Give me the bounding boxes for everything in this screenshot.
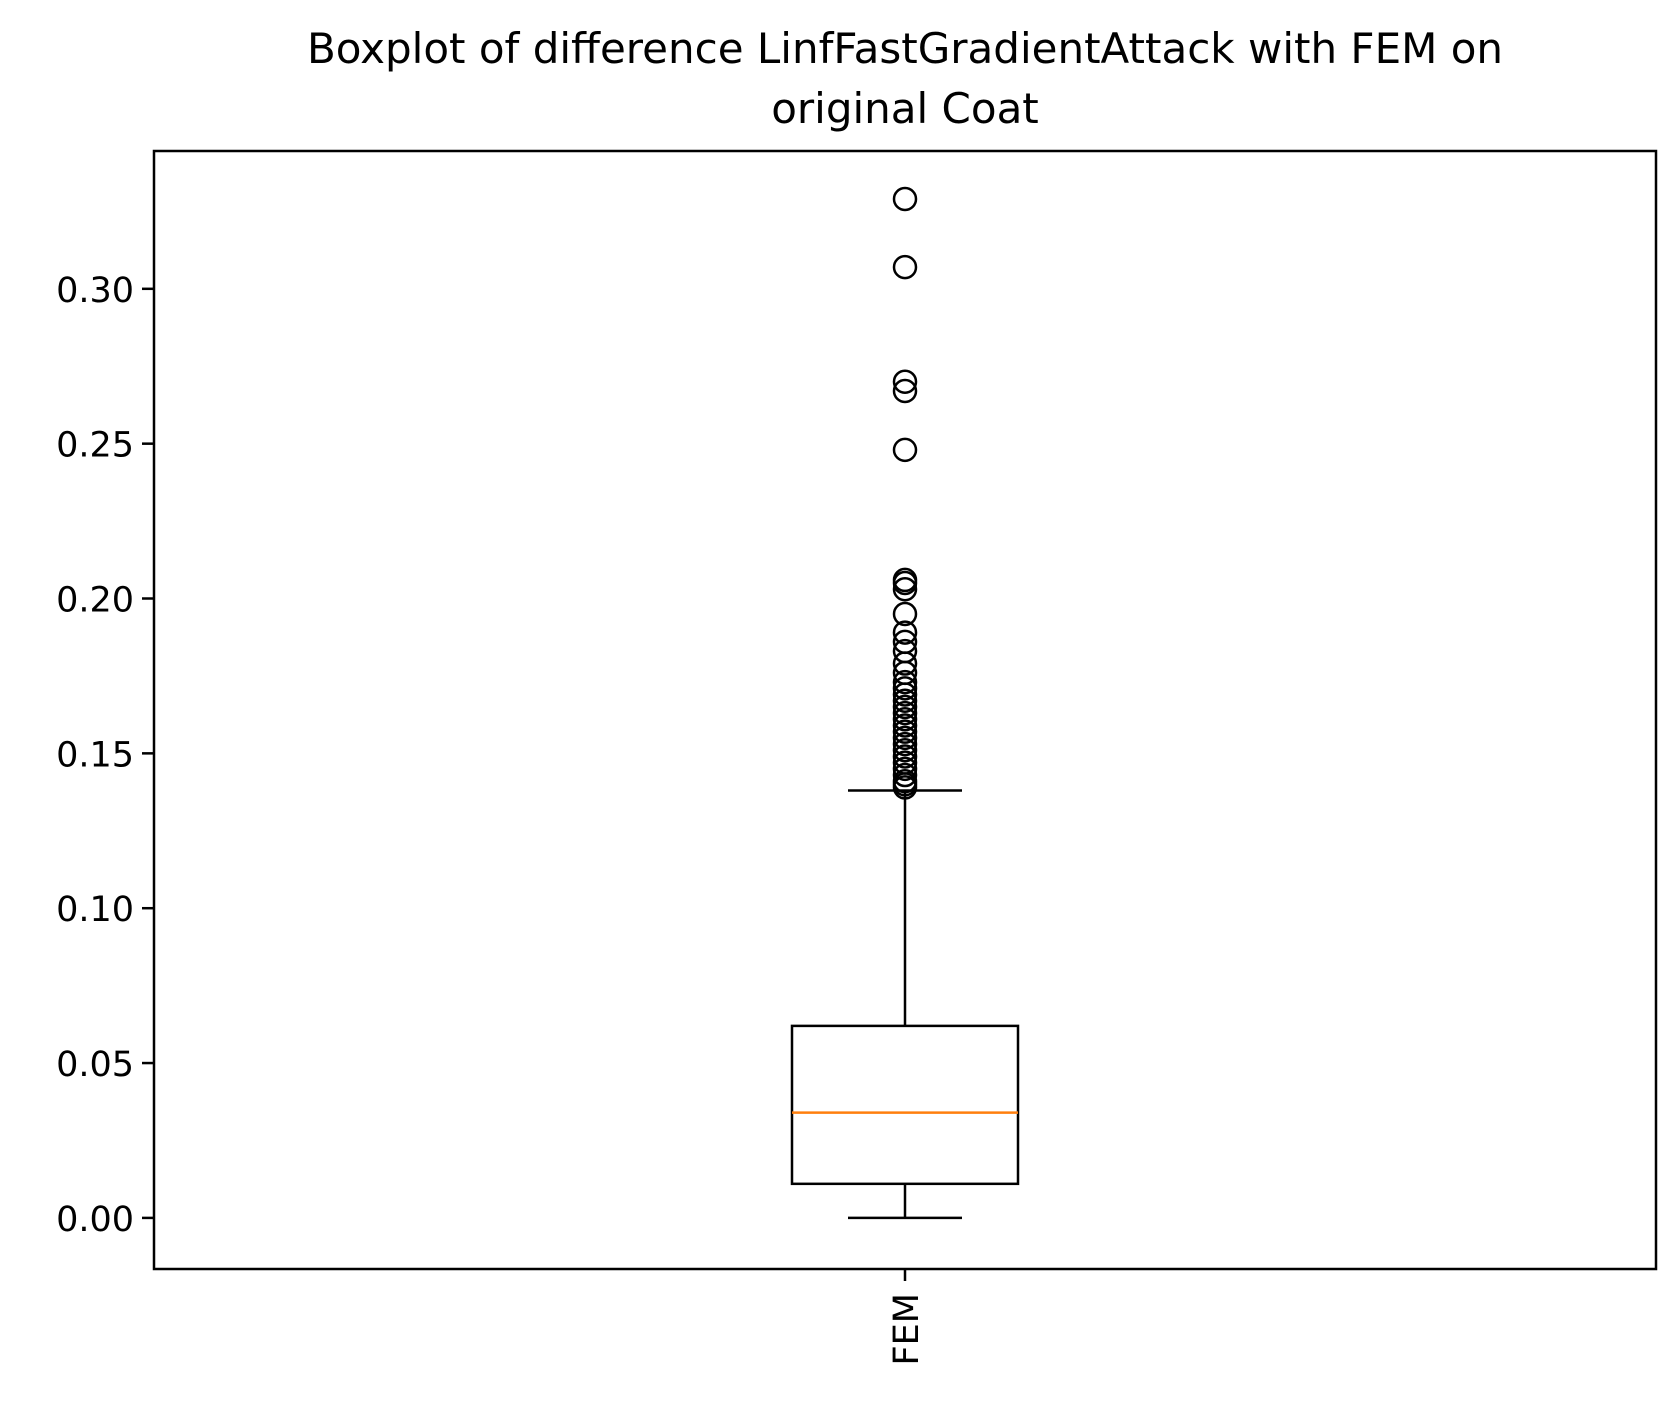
y-tick-label: 0.10 [56,890,134,930]
x-tick-label: FEM [887,1293,927,1365]
outlier-point [892,756,918,782]
outlier-point [892,629,918,655]
outlier-point [892,744,918,769]
y-tick-label: 0.15 [56,735,134,775]
outlier-point [892,601,918,627]
outlier-point [892,369,918,394]
outlier-point [892,688,918,713]
outlier-point [892,750,918,775]
outlier-point [892,694,918,720]
outlier-point [892,567,918,593]
chart-title-line-1: Boxplot of difference LinfFastGradientAt… [307,24,1503,73]
outlier-point [892,725,918,751]
y-tick-label: 0.25 [56,426,134,466]
outlier-point [892,731,918,757]
plot-area-frame [152,149,1658,1271]
boxplot-series [790,789,1020,1220]
x-axis: FEM [887,1269,927,1365]
outlier-point [892,254,918,280]
outlier-point [892,713,918,738]
y-tick-label: 0.20 [56,581,134,621]
chart-title-line-2: original Coat [771,84,1039,133]
outlier-point [892,669,918,695]
outlier-point [892,620,918,645]
outlier-point [892,638,918,664]
outlier-point [892,768,918,794]
outlier-point [892,700,918,726]
outlier-point [892,378,918,404]
outlier-points [892,186,918,800]
y-tick-label: 0.00 [56,1200,134,1240]
outlier-point [892,186,918,212]
y-tick-label: 0.30 [56,271,134,311]
outlier-point [892,762,918,788]
outlier-point [892,576,918,602]
outlier-point [892,437,918,463]
outlier-point [892,707,918,732]
interquartile-box [790,1024,1020,1186]
y-tick-label: 0.05 [56,1045,134,1085]
y-axis: 0.00 0.05 0.10 0.15 0.20 0.25 0.30 [56,271,154,1240]
outlier-point [892,738,918,763]
outlier-point [892,676,918,701]
outlier-point [892,719,918,744]
